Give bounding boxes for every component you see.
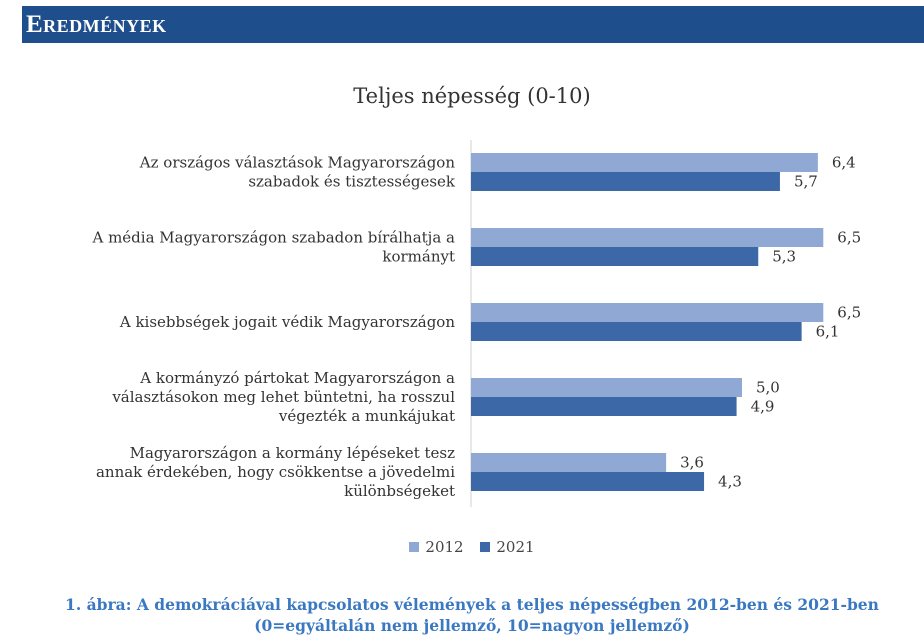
data-label-2012-3: 6,5 bbox=[837, 304, 861, 322]
bar-2012-2 bbox=[471, 228, 824, 247]
category-label: kormányt bbox=[382, 248, 455, 266]
data-label-2012-2: 6,5 bbox=[837, 229, 861, 247]
bar-2021-5 bbox=[471, 472, 705, 491]
chart-legend: 2012 2021 bbox=[0, 538, 924, 556]
legend-swatch-2021 bbox=[480, 542, 491, 552]
category-label: A kormányzó pártokat Magyarországon a bbox=[139, 369, 455, 387]
category-label: Magyarországon a kormány lépéseket tesz bbox=[130, 444, 455, 462]
category-label: annak érdekében, hogy csökkentse a jöved… bbox=[96, 463, 455, 481]
bar-chart: Az országos választások Magyarországonsz… bbox=[91, 140, 861, 507]
category-label: szabadok és tisztességesek bbox=[248, 173, 456, 191]
data-label-2021-1: 5,7 bbox=[794, 173, 818, 191]
category-label: Az országos választások Magyarországon bbox=[139, 154, 456, 172]
data-label-2012-1: 6,4 bbox=[832, 154, 856, 172]
data-label-2021-2: 5,3 bbox=[772, 248, 796, 266]
data-label-2012-5: 3,6 bbox=[680, 454, 704, 472]
category-label: különbségeket bbox=[344, 482, 455, 500]
caption-line-2: (0=egyáltalán nem jellemző, 10=nagyon je… bbox=[254, 616, 690, 635]
bar-2012-4 bbox=[471, 378, 742, 397]
category-label: A kisebbségek jogait védik Magyarországo… bbox=[119, 313, 455, 331]
legend-label-2021: 2021 bbox=[496, 538, 535, 556]
data-label-2021-4: 4,9 bbox=[751, 398, 775, 416]
category-label: választásokon meg lehet büntetni, ha ros… bbox=[111, 388, 455, 406]
category-label: végezték a munkájukat bbox=[278, 407, 455, 425]
chart-title: Teljes népesség (0-10) bbox=[353, 84, 591, 108]
data-label-2021-5: 4,3 bbox=[718, 473, 742, 491]
figure-caption: 1. ábra: A demokráciával kapcsolatos vél… bbox=[0, 594, 924, 636]
legend-swatch-2012 bbox=[409, 542, 420, 552]
legend-item-2012: 2012 bbox=[409, 538, 464, 556]
data-label-2012-4: 5,0 bbox=[756, 379, 780, 397]
data-label-2021-3: 6,1 bbox=[816, 323, 840, 341]
bar-2021-2 bbox=[471, 247, 759, 266]
legend-item-2021: 2021 bbox=[480, 538, 535, 556]
bar-2021-3 bbox=[471, 322, 802, 341]
legend-label-2012: 2012 bbox=[425, 538, 464, 556]
page-title: Eredmények bbox=[26, 11, 167, 38]
category-label: A média Magyarországon szabadon bírálhat… bbox=[91, 229, 455, 247]
bar-2021-4 bbox=[471, 397, 737, 416]
caption-line-1: 1. ábra: A demokráciával kapcsolatos vél… bbox=[65, 595, 879, 614]
bar-2012-5 bbox=[471, 453, 667, 472]
bar-2012-3 bbox=[471, 303, 824, 322]
header-bar: Eredmények bbox=[22, 6, 924, 43]
bar-2021-1 bbox=[471, 172, 780, 191]
bar-2012-1 bbox=[471, 153, 818, 172]
